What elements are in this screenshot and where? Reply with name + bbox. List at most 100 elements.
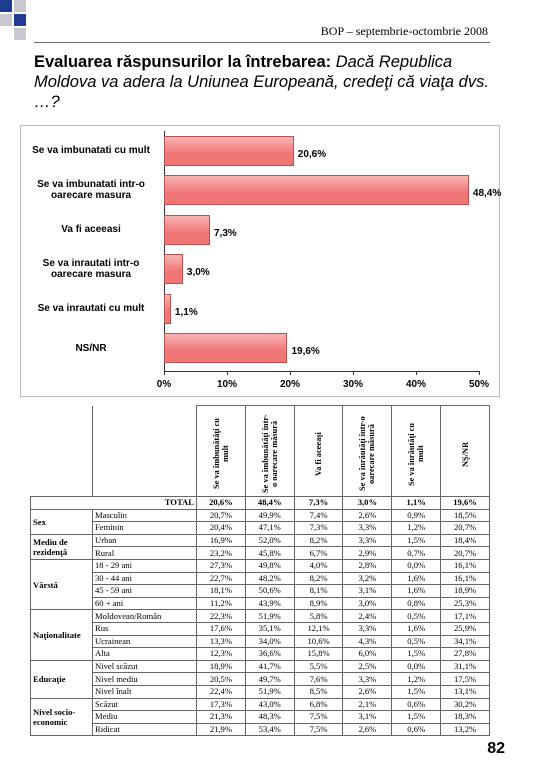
cell: 51,9% — [244, 684, 295, 699]
bar — [164, 135, 294, 166]
cell: 1,6% — [391, 584, 442, 598]
row-label: Urban — [92, 533, 197, 548]
decor — [0, 0, 12, 12]
row-label: Scăzut — [92, 697, 197, 712]
decor — [14, 0, 26, 12]
row: Nivel mediu 20,5% 49,7% 7,6% 3,3% 1,2% 17,5% — [31, 672, 490, 686]
cell: 4,0% — [293, 558, 344, 573]
row: 30 - 44 ani 22,7% 48,2% 8,2% 3,2% 1,6% 16,1% — [31, 571, 490, 586]
tick-mark — [290, 371, 291, 375]
cell: 17,6% — [196, 621, 246, 636]
cell: 6,0% — [342, 647, 393, 661]
cell: 52,0% — [244, 533, 295, 548]
column-header-text: Va fi aceeaşi — [314, 432, 324, 476]
column-header: Se va înrăutăţi cu mult — [391, 405, 442, 497]
decor — [14, 28, 26, 40]
cell: 0,5% — [391, 634, 442, 649]
cell: 8,2% — [293, 533, 344, 548]
row: Ucrainean 13,3% 34,0% 10,6% 4,3% 0,5% 34,1% — [31, 634, 490, 649]
cell: 27,8% — [440, 647, 490, 661]
title-lead: Evaluarea răspunsurilor la întrebarea: — [34, 53, 332, 71]
row-label: 60 + ani — [92, 596, 197, 611]
cell: 6,7% — [293, 546, 344, 560]
row-label: Moldovean/Român — [92, 609, 197, 623]
group-label: Mediu de rezidenţă — [30, 533, 93, 560]
cell: 31,1% — [440, 659, 490, 674]
cell: 18,4% — [440, 533, 490, 548]
axis-line — [164, 131, 165, 371]
cell: 35,1% — [244, 621, 295, 636]
cell: 16,9% — [196, 533, 246, 548]
row: Alta 12,3% 36,6% 15,8% 6,0% 1,5% 27,8% — [31, 647, 490, 661]
cell: 23,2% — [196, 546, 246, 560]
header-cell — [30, 405, 93, 497]
group-label: Sex — [30, 508, 93, 535]
cell: 16,1% — [440, 571, 490, 586]
cell: 3,3% — [342, 672, 393, 686]
cell: 7,3% — [293, 521, 344, 535]
value-label: 20,6% — [297, 148, 327, 160]
cell: 0,7% — [391, 546, 442, 560]
cell: 2,6% — [342, 508, 393, 523]
row-label: Ridicat — [92, 722, 197, 737]
cell: 41,7% — [244, 659, 295, 674]
cell: 48,4% — [244, 496, 295, 510]
cell: 2,6% — [342, 722, 393, 737]
cell: 8,5% — [293, 684, 344, 699]
cell: 8,2% — [293, 571, 344, 586]
category-label: Se va imbunatati intr-o oarecare masura — [37, 179, 145, 202]
cell: 34,0% — [244, 634, 295, 649]
row-label: Alta — [92, 647, 197, 661]
row-label: Ucrainean — [92, 634, 197, 649]
cell: 1,2% — [391, 672, 442, 686]
category-label: Se va inrautati cu mult — [37, 303, 145, 315]
x-tick-label: 40% — [405, 379, 426, 390]
column-header-text: Se va îmbunătăţi într-o oarecare măsură — [260, 414, 279, 494]
row-label: Rus — [92, 621, 197, 636]
cell: 50,6% — [244, 584, 295, 598]
group-label: Vârstă — [30, 558, 93, 611]
cell: 2,1% — [342, 697, 393, 712]
cell: 20,7% — [440, 546, 490, 560]
column-header-text: Se va înrăutăţi cu mult — [407, 422, 426, 486]
cell: 12,1% — [293, 621, 344, 636]
row: Nivel înalt 22,4% 51,9% 8,5% 2,6% 1,5% 13,1% — [31, 684, 490, 699]
title-question: Dacă Republica Moldova va adera la Uniun… — [34, 53, 489, 111]
row: 45 - 59 ani 18,1% 50,6% 8,1% 3,1% 1,6% 18,9% — [31, 584, 490, 598]
cell: 2,8% — [342, 558, 393, 573]
cell: 1,5% — [391, 684, 442, 699]
value-label: 3,0% — [186, 267, 210, 279]
cell: 15,8% — [293, 647, 344, 661]
cell: 20,6% — [196, 496, 246, 510]
cell: 20,7% — [440, 521, 490, 535]
cell: 5,8% — [293, 609, 344, 623]
cell: 43,9% — [244, 596, 295, 611]
axis-line — [164, 371, 479, 372]
bar — [164, 254, 183, 285]
group-label: Nivel socio-economic — [30, 697, 93, 737]
group-label: Educaţie — [30, 659, 93, 699]
bar — [164, 214, 210, 245]
cell: 3,3% — [342, 621, 393, 636]
row-label: Rural — [92, 546, 197, 560]
bar — [164, 333, 288, 364]
row: Rural 23,2% 45,8% 6,7% 2,9% 0,7% 20,7% — [31, 546, 490, 560]
value-label: 19,6% — [291, 346, 320, 358]
cell: 36,6% — [244, 647, 295, 661]
cell: 2,5% — [342, 659, 393, 674]
cell: 25,9% — [440, 621, 490, 636]
row: Mediu 21,3% 48,3% 7,5% 3,1% 1,5% 18,3% — [31, 710, 490, 724]
cell: 6,8% — [293, 697, 344, 712]
cell: 18,5% — [440, 508, 490, 523]
cell: 17,3% — [196, 697, 246, 712]
row-label: Nivel scăzut — [92, 659, 197, 674]
cell: 0,5% — [391, 609, 442, 623]
cell: 1,5% — [391, 710, 442, 724]
cell: 20,7% — [196, 508, 246, 523]
cell: 49,9% — [244, 508, 295, 523]
cell: 0,9% — [391, 508, 442, 523]
cell: 0,6% — [391, 722, 442, 737]
cell: 21,3% — [196, 710, 246, 724]
cell: 7,3% — [293, 496, 344, 510]
